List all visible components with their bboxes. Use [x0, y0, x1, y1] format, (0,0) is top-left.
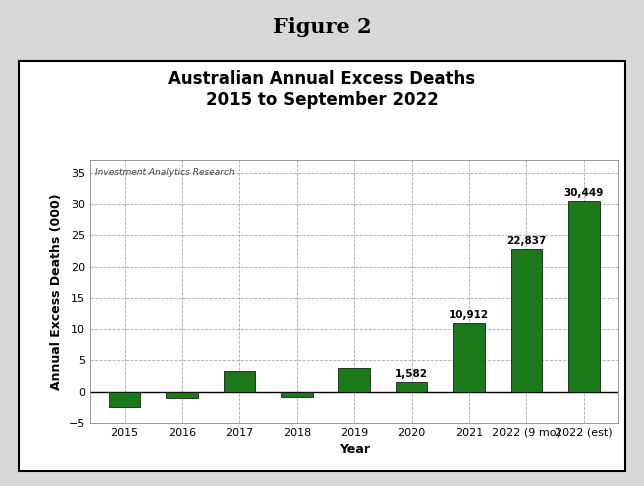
Text: Figure 2: Figure 2	[272, 17, 372, 37]
X-axis label: Year: Year	[339, 443, 370, 456]
Bar	[396, 382, 428, 392]
Bar	[223, 371, 255, 392]
Text: 1,582: 1,582	[395, 368, 428, 379]
Bar	[453, 323, 485, 392]
Bar	[281, 392, 312, 397]
Bar	[568, 201, 600, 392]
Text: Investment Analytics Research: Investment Analytics Research	[95, 168, 235, 177]
Text: 30,449: 30,449	[564, 188, 604, 198]
Y-axis label: Annual Excess Deaths (000): Annual Excess Deaths (000)	[50, 193, 63, 390]
Text: Australian Annual Excess Deaths
2015 to September 2022: Australian Annual Excess Deaths 2015 to …	[169, 70, 475, 109]
Text: 10,912: 10,912	[449, 310, 489, 320]
Text: 22,837: 22,837	[506, 236, 547, 246]
Bar	[511, 249, 542, 392]
Bar	[166, 392, 198, 398]
Bar	[109, 392, 140, 407]
Bar	[338, 368, 370, 392]
